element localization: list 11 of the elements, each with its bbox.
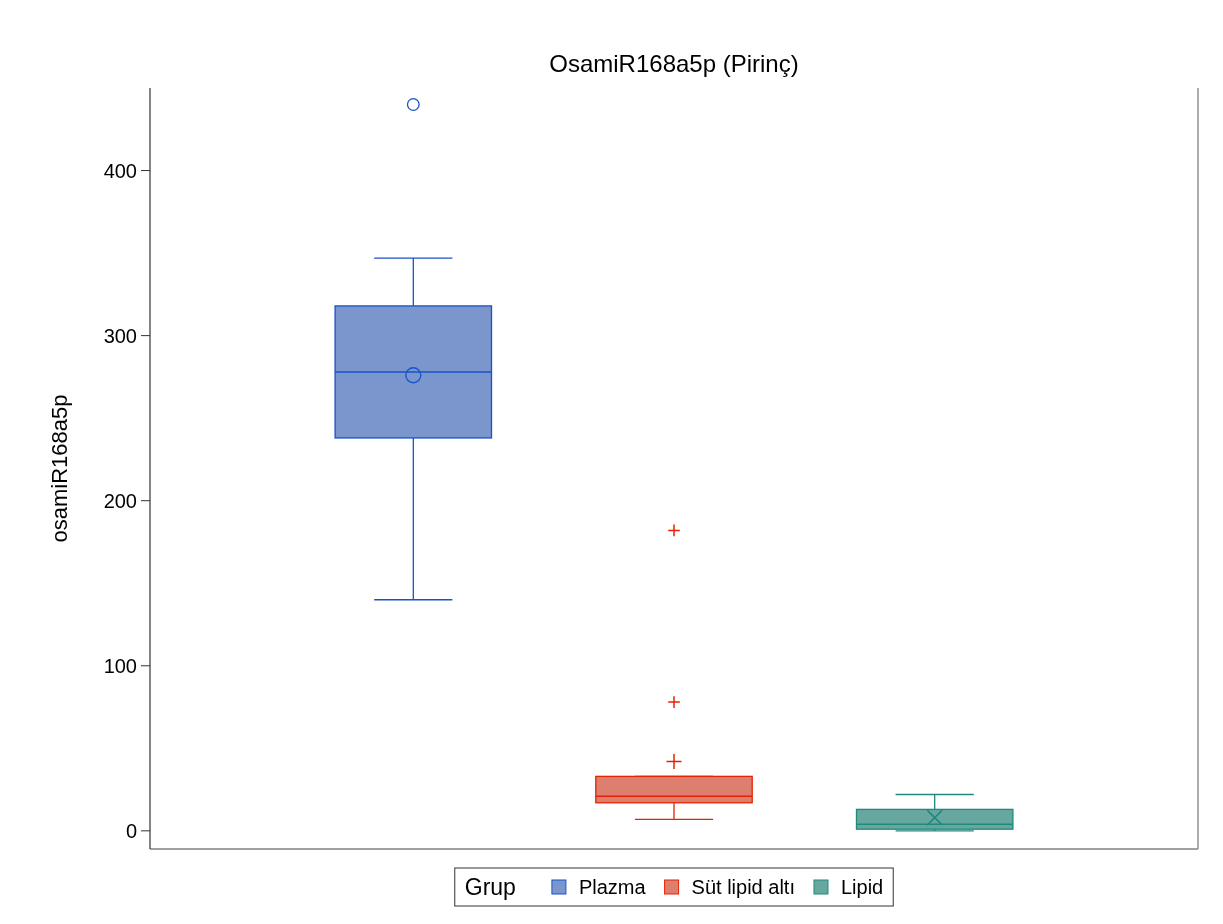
- y-tick-label: 0: [125, 819, 137, 842]
- y-tick-label: 200: [103, 489, 137, 512]
- legend-title: Grup: [464, 874, 516, 900]
- y-tick-label: 300: [103, 324, 137, 347]
- legend-label: Plazma: [578, 876, 647, 898]
- y-tick-label: 100: [103, 654, 137, 677]
- legend-label: Süt lipid altı: [691, 876, 795, 898]
- legend-label: Lipid: [840, 876, 884, 898]
- chart-title: OsamiR168a5p (Pirinç): [549, 50, 799, 77]
- y-tick-label: 400: [103, 159, 137, 182]
- y-axis-title: osamiR168a5p: [47, 394, 72, 543]
